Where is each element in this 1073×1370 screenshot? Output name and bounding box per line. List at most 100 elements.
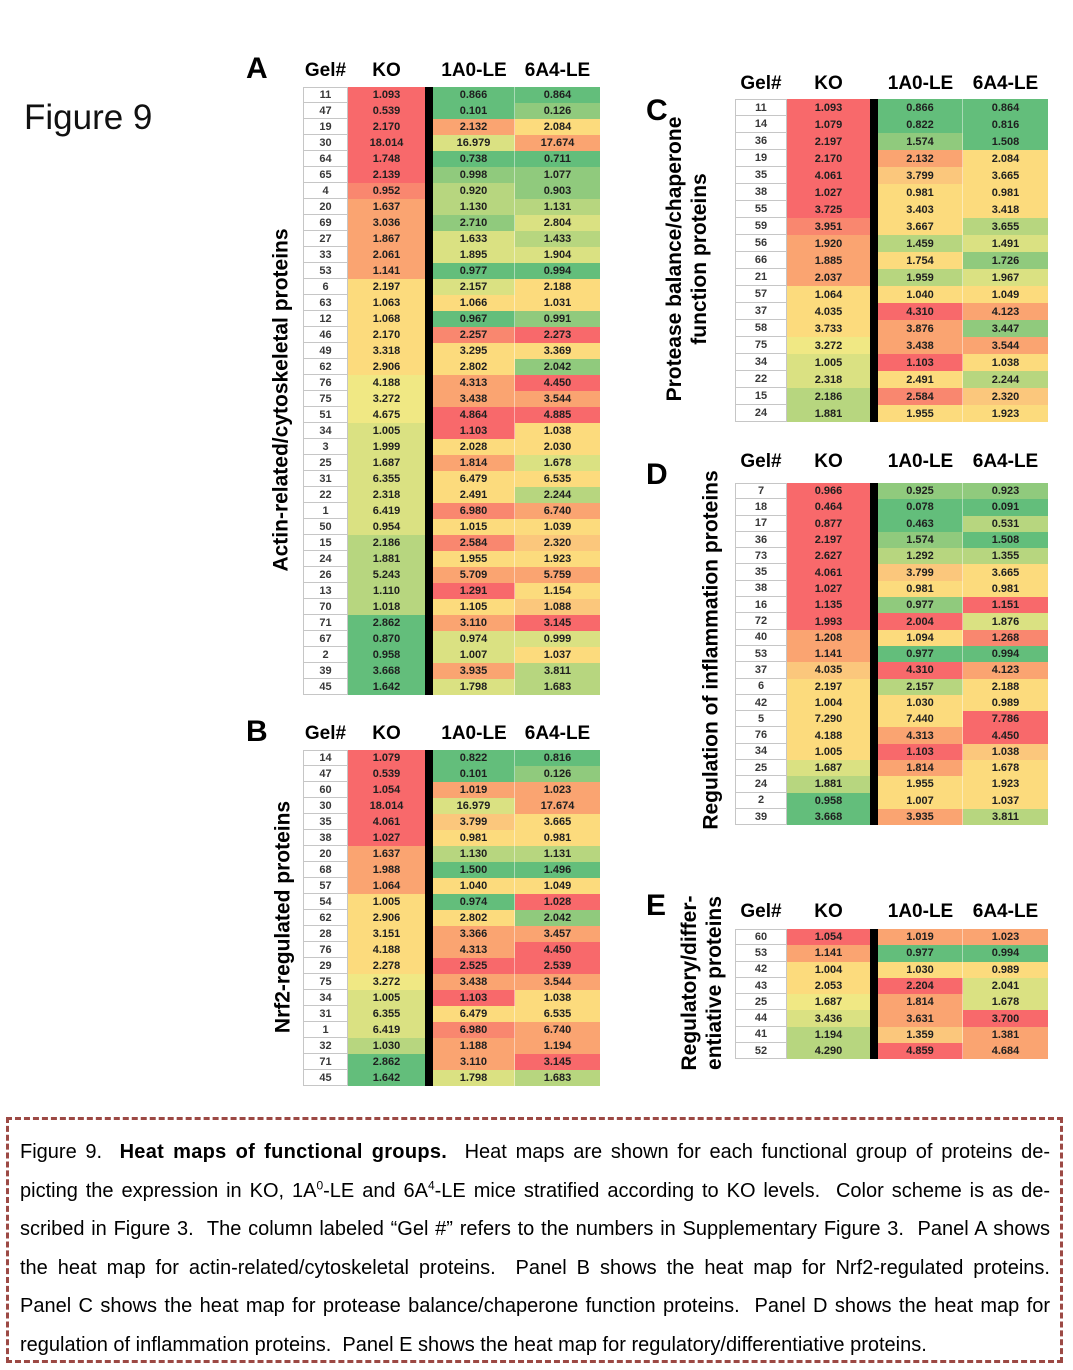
heatmap-row: 20 1.637 1.130 1.131	[303, 846, 600, 862]
heatmap-cell-6a4le: 1.131	[515, 846, 600, 862]
heatmap-row: 45 1.642 1.798 1.683	[303, 679, 600, 695]
heatmap-cell-6a4le: 0.816	[963, 116, 1048, 133]
heatmap-row: 22 2.318 2.491 2.244	[735, 371, 1048, 388]
heatmap-cell-6a4le: 1.678	[963, 760, 1048, 777]
gel-number-cell: 1	[303, 1022, 348, 1038]
heatmap-cell-1a0le: 1.066	[433, 295, 515, 311]
column-divider-bar	[870, 564, 878, 581]
heatmap-cell-6a4le: 3.811	[963, 808, 1048, 826]
heatmap-row: 30 18.014 16.979 17.674	[303, 798, 600, 814]
column-divider-bar	[425, 231, 433, 247]
heatmap-row: 38 1.027 0.981 0.981	[735, 580, 1048, 598]
heatmap-cell-6a4le: 1.967	[963, 269, 1048, 286]
column-divider-bar	[425, 1070, 433, 1086]
heatmap-cell-1a0le: 3.438	[878, 337, 963, 354]
heatmap-cell-ko: 1.867	[348, 231, 425, 247]
heatmap-cell-6a4le: 0.981	[963, 184, 1048, 201]
heatmap-cell-ko: 1.135	[787, 597, 870, 614]
heatmap-cell-ko: 3.668	[787, 808, 870, 826]
heatmap-cell-ko: 1.093	[787, 99, 870, 116]
heatmap-cell-ko: 4.061	[787, 167, 870, 184]
column-divider-bar	[870, 645, 878, 663]
column-header-ko: KO	[814, 451, 843, 472]
heatmap-cell-ko: 1.642	[348, 1070, 425, 1086]
heatmap-cell-ko: 2.906	[348, 359, 425, 375]
caption-line: picting the expression in KO, 1A0-LE and…	[20, 1172, 1050, 1211]
heatmap-cell-ko: 4.188	[348, 375, 425, 391]
heatmap-table-D: 7 0.966 0.925 0.923 18 0.464 0.078 0.091 17 0.877…	[735, 483, 1048, 826]
heatmap-cell-1a0le: 3.876	[878, 320, 963, 337]
heatmap-cell-ko: 1.881	[348, 551, 425, 567]
column-header-gel: Gel#	[740, 451, 782, 472]
gel-number-cell: 39	[735, 808, 787, 826]
heatmap-row: 44 3.436 3.631 3.700	[735, 1010, 1048, 1027]
gel-number-cell: 42	[735, 961, 787, 978]
gel-number-cell: 57	[735, 286, 787, 303]
heatmap-cell-ko: 3.151	[348, 926, 425, 942]
heatmap-row: 5 7.290 7.440 7.786	[735, 711, 1048, 728]
heatmap-row: 76 4.188 4.313 4.450	[303, 942, 600, 958]
gel-number-cell: 41	[735, 1026, 787, 1044]
heatmap-cell-ko: 2.906	[348, 910, 425, 926]
heatmap-cell-ko: 1.194	[787, 1026, 870, 1044]
column-divider-bar	[870, 743, 878, 761]
heatmap-row: 69 3.036 2.710 2.804	[303, 215, 600, 231]
column-divider-bar	[425, 942, 433, 958]
heatmap-cell-ko: 4.061	[348, 814, 425, 830]
heatmap-cell-1a0le: 0.977	[878, 945, 963, 962]
heatmap-cell-6a4le: 17.674	[515, 135, 600, 151]
heatmap-cell-ko: 2.197	[787, 531, 870, 549]
column-divider-bar	[425, 926, 433, 942]
heatmap-cell-1a0le: 3.799	[433, 814, 515, 830]
heatmap-row: 24 1.881 1.955 1.923	[735, 405, 1048, 422]
column-divider-bar	[425, 798, 433, 814]
gel-number-cell: 12	[303, 311, 348, 327]
heatmap-row: 1 6.419 6.980 6.740	[303, 503, 600, 519]
column-divider-bar	[425, 407, 433, 423]
heatmap-cell-1a0le: 1.291	[433, 583, 515, 599]
panel-D-column-headers: Gel# KO 1A0-LE 6A4-LE	[735, 449, 1048, 475]
column-divider-bar	[425, 862, 433, 878]
column-divider-bar	[870, 711, 878, 728]
heatmap-cell-1a0le: 2.525	[433, 958, 515, 974]
gel-number-cell: 53	[735, 645, 787, 663]
caption-text: Panel C shows the heat map for protease …	[20, 1295, 1050, 1317]
heatmap-cell-ko: 18.014	[348, 135, 425, 151]
heatmap-cell-ko: 0.539	[348, 766, 425, 782]
heatmap-cell-1a0le: 1.019	[433, 782, 515, 798]
heatmap-cell-ko: 1.064	[787, 286, 870, 303]
heatmap-cell-6a4le: 1.023	[963, 929, 1048, 946]
heatmap-cell-1a0le: 6.479	[433, 1006, 515, 1022]
heatmap-cell-6a4le: 0.923	[963, 483, 1048, 500]
heatmap-cell-ko: 2.170	[787, 150, 870, 167]
heatmap-cell-6a4le: 1.151	[963, 597, 1048, 614]
heatmap-cell-ko: 1.005	[348, 990, 425, 1006]
heatmap-cell-1a0le: 3.438	[433, 974, 515, 990]
heatmap-row: 49 3.318 3.295 3.369	[303, 343, 600, 359]
heatmap-cell-1a0le: 3.799	[878, 167, 963, 184]
heatmap-cell-1a0le: 3.799	[878, 564, 963, 581]
column-divider-bar	[870, 116, 878, 133]
gel-number-cell: 47	[303, 766, 348, 782]
heatmap-cell-ko: 2.318	[348, 487, 425, 503]
gel-number-cell: 31	[303, 471, 348, 487]
panel-letter-E: E	[646, 889, 667, 922]
heatmap-cell-6a4le: 2.188	[515, 279, 600, 295]
heatmap-cell-6a4le: 1.038	[963, 743, 1048, 761]
gel-number-cell: 71	[303, 1054, 348, 1070]
heatmap-cell-1a0le: 1.459	[878, 235, 963, 252]
heatmap-cell-6a4le: 1.508	[963, 133, 1048, 150]
gel-number-cell: 63	[303, 295, 348, 311]
heatmap-cell-6a4le: 7.786	[963, 711, 1048, 728]
heatmap-cell-6a4le: 2.244	[963, 371, 1048, 388]
heatmap-cell-1a0le: 6.479	[433, 471, 515, 487]
heatmap-cell-6a4le: 0.989	[963, 694, 1048, 712]
heatmap-cell-1a0le: 3.295	[433, 343, 515, 359]
heatmap-cell-6a4le: 1.268	[963, 629, 1048, 646]
heatmap-cell-ko: 1.005	[787, 354, 870, 371]
heatmap-cell-6a4le: 0.994	[515, 263, 600, 279]
column-divider-bar	[870, 580, 878, 598]
gel-number-cell: 26	[303, 567, 348, 583]
heatmap-cell-6a4le: 6.535	[515, 1006, 600, 1022]
heatmap-cell-6a4le: 2.042	[515, 910, 600, 926]
